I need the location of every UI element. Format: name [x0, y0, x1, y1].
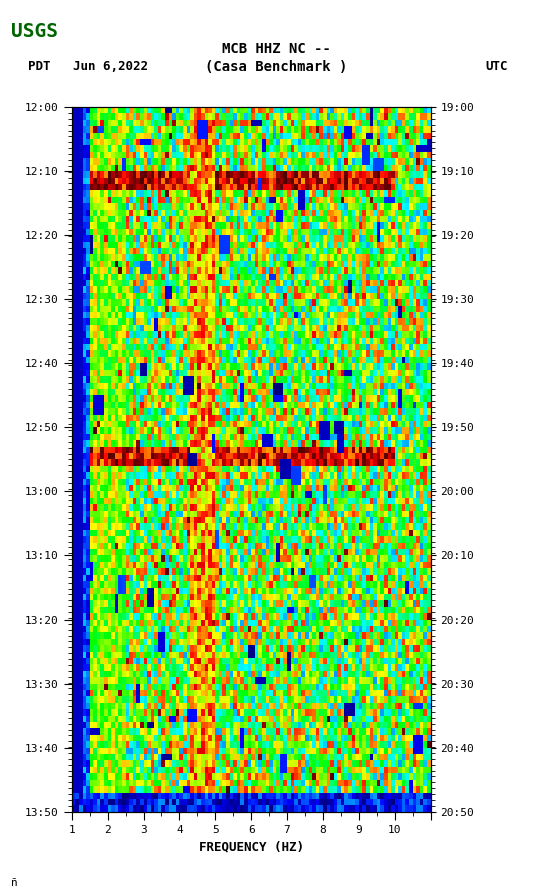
Text: (Casa Benchmark ): (Casa Benchmark ) — [205, 60, 347, 74]
Text: MCB HHZ NC --: MCB HHZ NC -- — [221, 42, 331, 56]
Text: USGS: USGS — [11, 22, 58, 41]
Text: ñ: ñ — [11, 878, 18, 888]
Text: PDT   Jun 6,2022: PDT Jun 6,2022 — [28, 61, 147, 73]
Text: UTC: UTC — [486, 61, 508, 73]
X-axis label: FREQUENCY (HZ): FREQUENCY (HZ) — [199, 840, 304, 854]
